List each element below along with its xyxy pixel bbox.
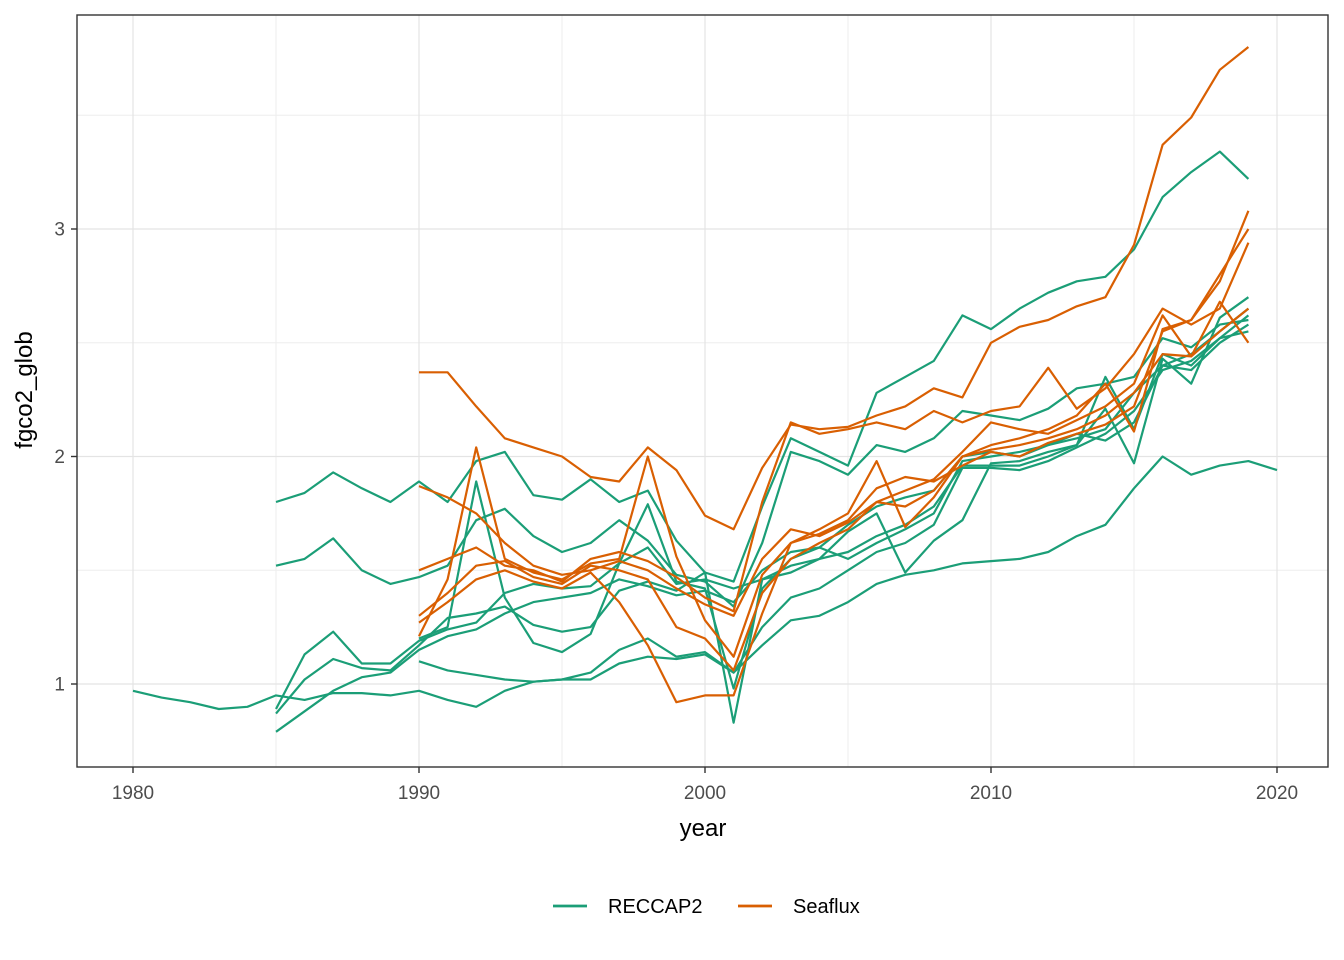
legend-label-seaflux: Seaflux [793, 896, 860, 918]
legend: RECCAP2 Seaflux [553, 896, 860, 918]
series-line-seaflux [418, 228, 1250, 704]
series-line-reccap2 [418, 330, 1249, 683]
x-tick-label: 2010 [970, 783, 1012, 804]
x-tick-label: 1990 [398, 783, 440, 804]
x-axis-title: year [680, 815, 727, 842]
panel-border [76, 14, 1329, 768]
series-line-reccap2 [132, 455, 1278, 711]
gridlines [77, 15, 1328, 767]
y-axis-title: fgco2_glob [11, 331, 38, 448]
x-tick-label: 2020 [1256, 783, 1298, 804]
x-tick-label: 1980 [112, 783, 154, 804]
series-line-reccap2 [275, 150, 1250, 583]
series-line-seaflux [418, 210, 1250, 658]
series-lines [132, 46, 1278, 733]
y-tick-label: 2 [54, 447, 65, 468]
series-line-seaflux [419, 46, 1250, 531]
series-line-seaflux [418, 307, 1250, 672]
legend-label-reccap2: RECCAP2 [608, 896, 702, 918]
series-line-reccap2 [275, 314, 1250, 724]
panel-background [77, 15, 1328, 767]
y-tick-label: 3 [54, 220, 65, 241]
y-tick-label: 1 [54, 675, 65, 696]
axis-ticks [71, 228, 1278, 773]
series-line-seaflux [418, 300, 1250, 617]
x-tick-label: 2000 [684, 783, 726, 804]
series-line-reccap2 [275, 318, 1249, 608]
axis-tick-labels: 1980 1990 2000 2010 2020 1 2 3 [54, 220, 1298, 805]
series-line-seaflux [418, 242, 1250, 613]
